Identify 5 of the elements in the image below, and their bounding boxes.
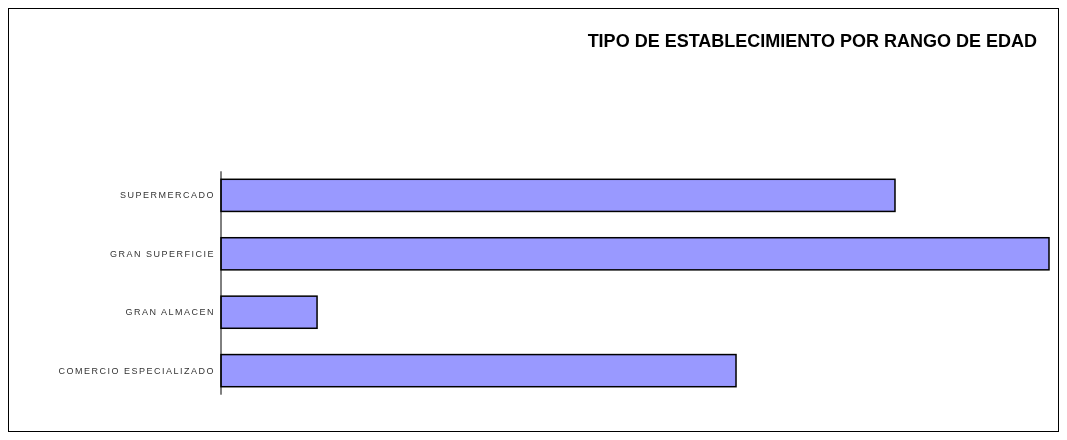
y-tick-label: GRAN ALMACEN [125, 307, 215, 318]
y-tick-label: COMERCIO ESPECIALIZADO [58, 365, 215, 376]
y-tick-label: SUPERMERCADO [119, 190, 215, 201]
chart-title: TIPO DE ESTABLECIMIENTO POR RANGO DE EDAD [587, 31, 1037, 51]
y-tick-label: GRAN SUPERFICIE [109, 248, 215, 259]
